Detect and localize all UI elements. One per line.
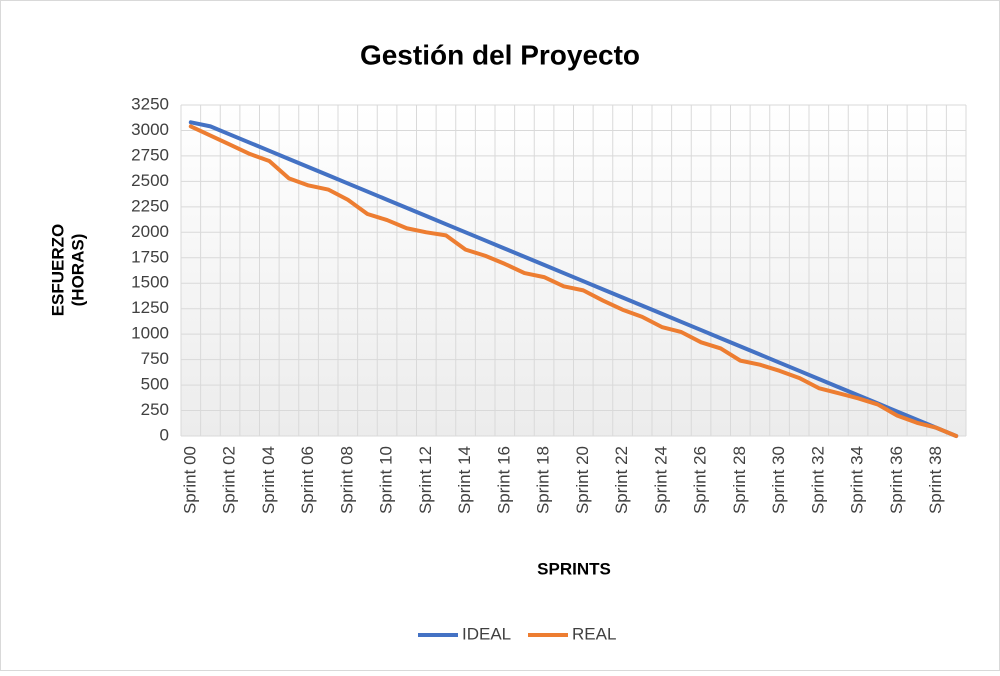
x-tick-label: Sprint 32 [808,446,827,514]
y-tick-label: 0 [160,425,169,444]
x-tick-label: Sprint 36 [887,446,906,514]
y-tick-label: 2750 [131,145,169,164]
y-tick-label: 1000 [131,324,169,343]
x-tick-label: Sprint 38 [926,446,945,514]
x-tick-label: Sprint 24 [651,446,670,514]
x-tick-label: Sprint 02 [220,446,239,514]
y-tick-label: 2000 [131,222,169,241]
y-tick-label: 250 [141,400,169,419]
y-tick-label: 1500 [131,273,169,292]
y-tick-label: 3000 [131,120,169,139]
y-tick-label: 750 [141,349,169,368]
y-axis-label: ESFUERZO (HORAS) [48,224,87,317]
y-axis-label-line: (HORAS) [68,234,87,307]
x-tick-label: Sprint 22 [612,446,631,514]
x-tick-label: Sprint 18 [534,446,553,514]
x-tick-label: Sprint 08 [337,446,356,514]
y-tick-label: 1250 [131,298,169,317]
x-tick-label: Sprint 10 [377,446,396,514]
y-tick-label: 3250 [131,94,169,113]
x-tick-label: Sprint 04 [259,446,278,514]
x-tick-label: Sprint 00 [180,446,199,514]
x-tick-label: Sprint 14 [455,446,474,514]
x-tick-label: Sprint 28 [730,446,749,514]
chart-title: Gestión del Proyecto [360,39,640,70]
x-tick-label: Sprint 12 [416,446,435,514]
series-line [188,120,959,438]
y-tick-label: 1750 [131,247,169,266]
y-tick-label: 2250 [131,196,169,215]
x-tick-label: Sprint 16 [494,446,513,514]
y-tick-label: 500 [141,375,169,394]
x-tick-label: Sprint 06 [298,446,317,514]
series-line [188,124,959,438]
x-tick-label: Sprint 30 [769,446,788,514]
legend-label: IDEAL [462,624,511,643]
legend-label: REAL [572,624,616,643]
x-tick-label: Sprint 20 [573,446,592,514]
y-axis-label-line: ESFUERZO [48,224,67,317]
x-tick-label: Sprint 26 [691,446,710,514]
y-tick-label: 2500 [131,171,169,190]
x-axis-label: SPRINTS [537,559,611,578]
x-tick-label: Sprint 34 [848,446,867,514]
